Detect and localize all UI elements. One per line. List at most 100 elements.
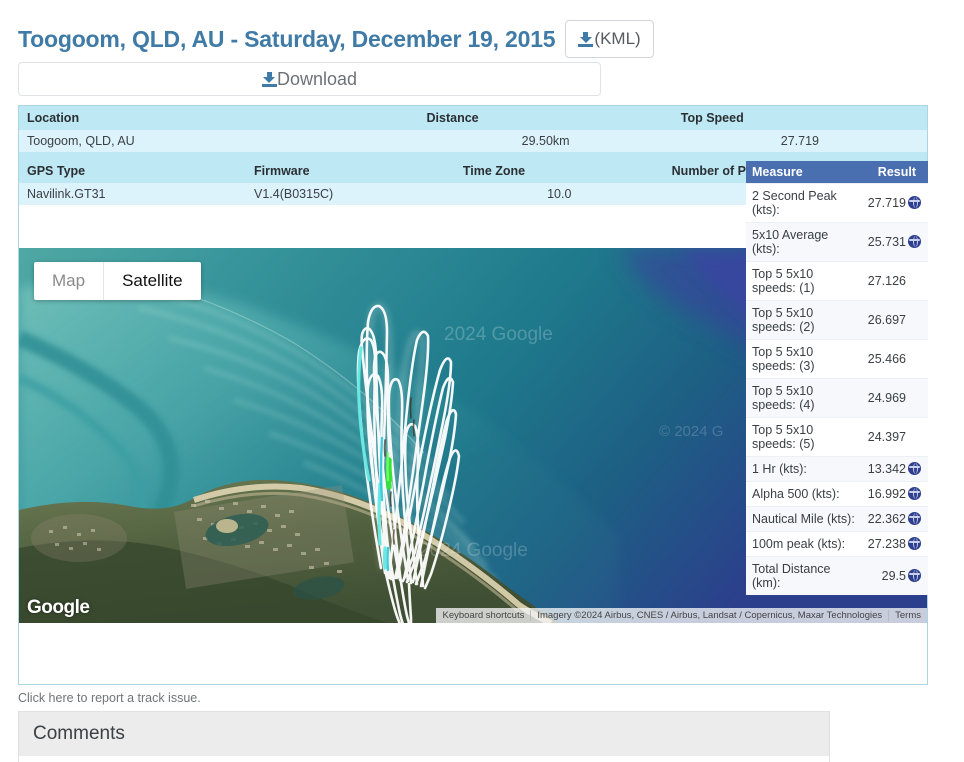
measure-label: 2 Second Peak (kts):: [746, 183, 862, 223]
measure-globe-cell[interactable]: [908, 222, 928, 262]
measures-row: Top 5 5x10 speeds: (5) 24.397: [746, 417, 928, 457]
measure-value: 22.362: [861, 506, 908, 532]
measure-value: 27.238: [861, 531, 908, 557]
measures-table: Measure Result 2 Second Peak (kts): 27.71…: [746, 161, 928, 595]
download-button[interactable]: Download: [18, 62, 601, 96]
measure-value: 24.397: [861, 417, 908, 457]
measure-label: 1 Hr (kts):: [746, 456, 862, 482]
kml-label: (KML): [594, 29, 641, 48]
th-firmware: Firmware: [246, 159, 455, 183]
globe-icon[interactable]: [908, 537, 921, 550]
svg-text:© 2024 G: © 2024 G: [659, 423, 723, 440]
measures-row: Top 5 5x10 speeds: (1) 27.126: [746, 261, 928, 301]
map-type-satellite[interactable]: Satellite: [122, 271, 183, 290]
th-top-speed: Top Speed: [672, 106, 927, 130]
measure-globe-cell[interactable]: [908, 556, 928, 595]
page-title: Toogoom, QLD, AU - Saturday, December 19…: [18, 25, 556, 52]
download-kml-button[interactable]: (KML): [565, 20, 654, 58]
gps-track: [356, 302, 461, 623]
page-header: Toogoom, QLD, AU - Saturday, December 19…: [0, 0, 964, 62]
measures-body: 2 Second Peak (kts): 27.719 5x10 Average (…: [746, 183, 928, 595]
measures-row: Nautical Mile (kts): 22.362: [746, 506, 928, 532]
measure-value: 29.5: [861, 556, 908, 595]
td-time-zone: 10.0: [454, 183, 664, 205]
svg-text:2024 Google: 2024 Google: [419, 540, 528, 561]
measures-row: 100m peak (kts): 27.238: [746, 531, 928, 557]
measure-value: 25.466: [861, 339, 908, 379]
measure-value: 16.992: [861, 481, 908, 507]
keyboard-shortcuts-link[interactable]: Keyboard shortcuts: [442, 610, 525, 621]
measure-label: Top 5 5x10 speeds: (2): [746, 300, 862, 340]
comments-title: Comments: [19, 712, 829, 756]
measure-globe-cell[interactable]: [908, 481, 928, 507]
measure-label: Nautical Mile (kts):: [746, 506, 862, 532]
svg-text:2024 Google: 2024 Google: [444, 324, 553, 345]
td-firmware: V1.4(B0315C): [246, 183, 455, 205]
map-type-map[interactable]: Map: [34, 262, 105, 300]
globe-icon[interactable]: [908, 462, 921, 475]
terms-link[interactable]: Terms: [895, 610, 921, 621]
imagery-credit: Imagery ©2024 Airbus, CNES / Airbus, Lan…: [537, 610, 883, 621]
measures-row: Total Distance (km): 29.5: [746, 556, 928, 595]
th-distance: Distance: [418, 106, 673, 130]
globe-icon[interactable]: [908, 487, 921, 500]
globe-icon[interactable]: [908, 569, 921, 582]
comments-body: [19, 756, 829, 762]
download-icon: [578, 31, 594, 47]
measure-label: Top 5 5x10 speeds: (5): [746, 417, 862, 457]
info-table: Location Distance Top Speed Toogoom, QLD…: [19, 106, 927, 159]
report-track-issue-link[interactable]: Click here to report a track issue.: [18, 691, 201, 705]
th-measure: Measure: [746, 161, 862, 184]
measure-value: 26.697: [861, 300, 908, 340]
measure-globe-cell[interactable]: [908, 506, 928, 532]
measure-label: Top 5 5x10 speeds: (3): [746, 339, 862, 379]
measure-label: Alpha 500 (kts):: [746, 481, 862, 507]
measure-globe-cell[interactable]: [908, 531, 928, 557]
measure-globe-cell: [908, 339, 928, 379]
measures-row: 2 Second Peak (kts): 27.719: [746, 183, 928, 223]
measures-row: Top 5 5x10 speeds: (3) 25.466: [746, 339, 928, 379]
measures-row: Top 5 5x10 speeds: (2) 26.697: [746, 300, 928, 340]
map-attribution: Keyboard shortcuts Imagery ©2024 Airbus,…: [436, 608, 927, 623]
measure-value: 24.969: [861, 378, 908, 418]
globe-icon[interactable]: [908, 235, 921, 248]
google-logo: Google: [27, 597, 90, 618]
measure-globe-cell[interactable]: [908, 456, 928, 482]
info-value-row-1: Toogoom, QLD, AU 29.50km 27.719: [19, 130, 927, 152]
measure-label: 100m peak (kts):: [746, 531, 862, 557]
measure-label: Top 5 5x10 speeds: (4): [746, 378, 862, 418]
measures-header-row: Measure Result: [746, 161, 928, 184]
download-label: Download: [276, 68, 358, 89]
measure-value: 13.342: [861, 456, 908, 482]
measure-globe-cell: [908, 261, 928, 301]
th-location: Location: [19, 106, 419, 130]
measure-label: Total Distance (km):: [746, 556, 862, 595]
measure-label: Top 5 5x10 speeds: (1): [746, 261, 862, 301]
measure-globe-cell: [908, 300, 928, 340]
comments-section: Comments: [18, 711, 830, 762]
measures-row: Alpha 500 (kts): 16.992: [746, 481, 928, 507]
measure-value: 25.731: [861, 222, 908, 262]
td-gps-type: Navilink.GT31: [19, 183, 246, 205]
download-icon: [261, 71, 277, 87]
measure-globe-cell: [908, 417, 928, 457]
download-bar-wrap: Download: [0, 62, 964, 96]
globe-icon[interactable]: [908, 196, 921, 209]
th-gps-type: GPS Type: [19, 159, 246, 183]
th-time-zone: Time Zone: [454, 159, 664, 183]
measure-value: 27.719: [861, 183, 908, 223]
attrib-divider: [888, 610, 890, 621]
map-type-switch[interactable]: Map Satellite: [34, 262, 201, 300]
globe-icon[interactable]: [908, 512, 921, 525]
th-result: Result: [861, 161, 928, 184]
measure-globe-cell: [908, 378, 928, 418]
td-location: Toogoom, QLD, AU: [19, 130, 419, 152]
info-header-row-1: Location Distance Top Speed: [19, 106, 927, 130]
measure-globe-cell[interactable]: [908, 183, 928, 223]
measure-label: 5x10 Average (kts):: [746, 222, 862, 262]
td-top-speed: 27.719: [672, 130, 927, 152]
info-table-separator: [19, 152, 927, 159]
measures-row: 5x10 Average (kts): 25.731: [746, 222, 928, 262]
td-distance: 29.50km: [418, 130, 673, 152]
track-panel: Location Distance Top Speed Toogoom, QLD…: [18, 105, 928, 685]
